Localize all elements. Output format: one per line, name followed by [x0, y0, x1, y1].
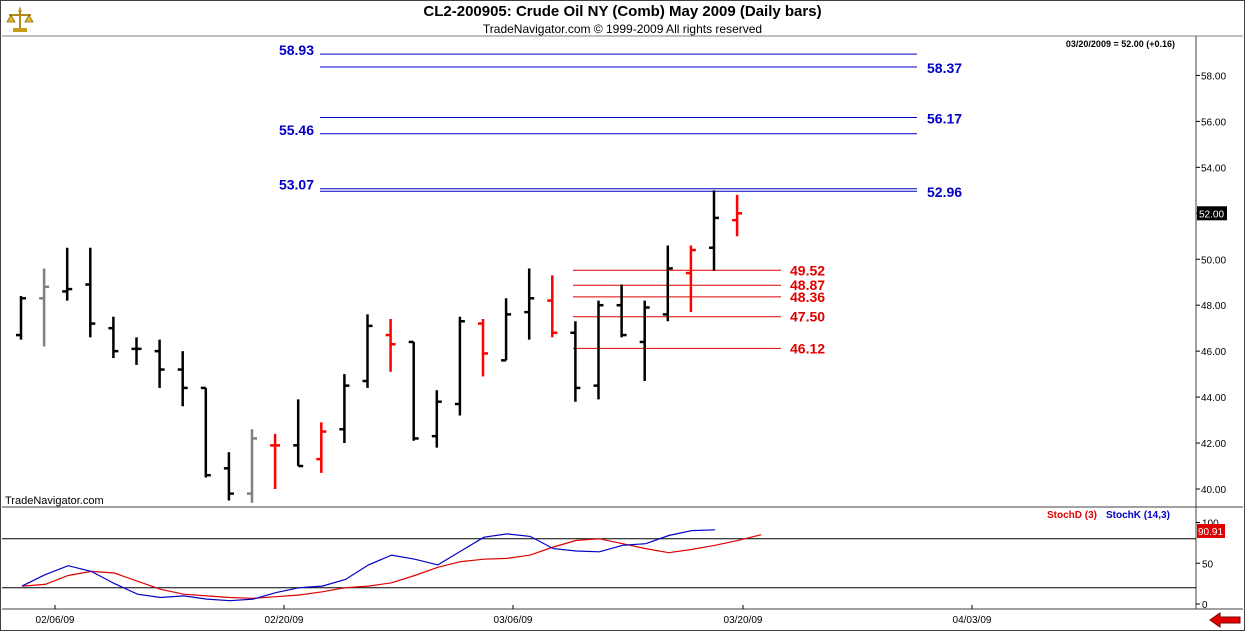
- x-tick-label: 02/20/09: [265, 615, 304, 626]
- stoch-line: [21, 529, 716, 602]
- scales-logo-icon[interactable]: [6, 4, 34, 34]
- osc-last-box: [1197, 524, 1225, 538]
- level-label: 47.50: [790, 309, 825, 325]
- osc-y-tick-label: 0: [1202, 600, 1208, 611]
- back-arrow-icon[interactable]: [1208, 612, 1242, 628]
- y-tick-label: 40.00: [1201, 485, 1226, 496]
- y-tick-label: 42.00: [1201, 439, 1226, 450]
- stoch-legend-k: StochK (14,3): [1106, 510, 1170, 521]
- osc-last-label: 90.91: [1198, 527, 1223, 538]
- level-label: 49.52: [790, 262, 825, 278]
- y-tick-label: 54.00: [1201, 163, 1226, 174]
- stoch-line: [21, 534, 762, 599]
- x-tick-label: 03/20/09: [724, 615, 763, 626]
- osc-y-tick-label: 50: [1202, 559, 1214, 570]
- y-tick-label: 58.00: [1201, 71, 1226, 82]
- chart-title: CL2-200905: Crude Oil NY (Comb) May 2009…: [423, 3, 822, 20]
- level-label: 48.36: [790, 289, 825, 305]
- last-price-label: 52.00: [1199, 209, 1224, 220]
- level-label: 53.07: [279, 177, 314, 193]
- watermark-text: TradeNavigator.com: [5, 495, 104, 507]
- level-label: 55.46: [279, 122, 314, 138]
- y-tick-label: 44.00: [1201, 393, 1226, 404]
- level-label: 58.37: [927, 60, 962, 76]
- x-tick-label: 03/06/09: [494, 615, 533, 626]
- x-tick-label: 04/03/09: [953, 615, 992, 626]
- stoch-legend-d: StochD (3): [1047, 510, 1097, 521]
- last-price-box: [1197, 206, 1227, 221]
- level-label: 52.96: [927, 184, 962, 200]
- y-tick-label: 56.00: [1201, 117, 1226, 128]
- level-label: 58.93: [279, 42, 314, 58]
- level-label: 48.87: [790, 277, 825, 293]
- chart-subtitle: TradeNavigator.com © 1999-2009 All right…: [482, 22, 763, 36]
- y-tick-label: 50.00: [1201, 255, 1226, 266]
- y-tick-label: 48.00: [1201, 301, 1226, 312]
- level-label: 56.17: [927, 110, 962, 126]
- x-tick-label: 02/06/09: [36, 615, 75, 626]
- y-tick-label: 46.00: [1201, 347, 1226, 358]
- level-label: 46.12: [790, 340, 825, 356]
- info-label: 03/20/2009 = 52.00 (+0.16): [1066, 39, 1175, 49]
